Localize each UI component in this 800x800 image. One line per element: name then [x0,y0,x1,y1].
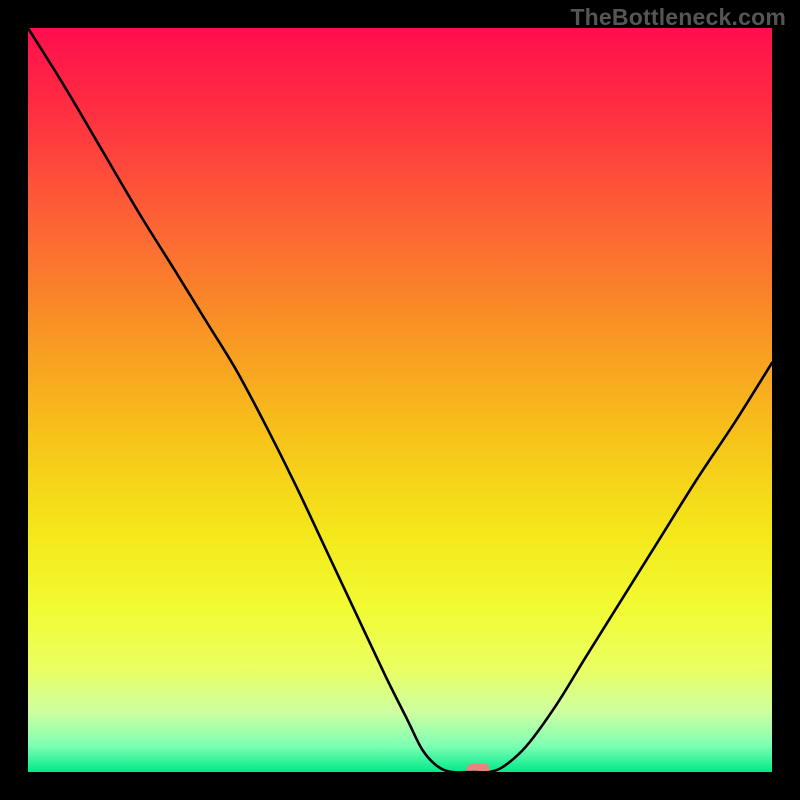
bottleneck-chart: TheBottleneck.com [0,0,800,800]
plot-background [28,28,772,772]
chart-svg [0,0,800,800]
